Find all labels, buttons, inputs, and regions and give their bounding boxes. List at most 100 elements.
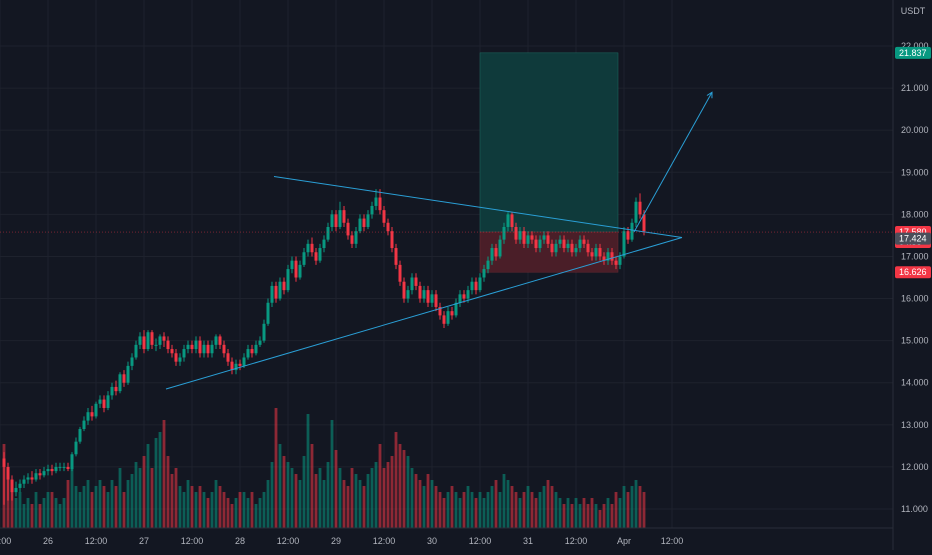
candle-body [54, 466, 58, 472]
candle-body [238, 363, 242, 366]
volume-bar [18, 492, 22, 528]
volume-bar [306, 414, 310, 528]
volume-bar [526, 486, 530, 528]
volume-bar [230, 504, 234, 528]
volume-bar [550, 486, 554, 528]
volume-bar [290, 468, 294, 528]
profit-zone [479, 52, 619, 233]
volume-bar [106, 492, 110, 528]
volume-bar [626, 492, 630, 528]
candle-body [38, 473, 42, 476]
candle-body [406, 290, 410, 299]
candle-body [230, 361, 234, 371]
volume-bar [178, 486, 182, 528]
volume-bar [350, 468, 354, 528]
candle-body [598, 248, 602, 257]
volume-bar [314, 474, 318, 528]
volume-bar [342, 480, 346, 528]
price-axis[interactable]: 22.000 21.000 20.000 19.000 18.000 17.000 16.0… [901, 41, 929, 514]
candle-body [594, 248, 598, 257]
time-tick-label: 12:00 [277, 536, 300, 546]
time-tick-label: Apr [617, 536, 631, 546]
time-tick-label: 12:00 [373, 536, 396, 546]
volume-bar [334, 450, 338, 528]
volume-bar [622, 486, 626, 528]
candle-body [538, 239, 542, 249]
volume-bar [226, 498, 230, 528]
candle-body [82, 420, 86, 430]
volume-bar [358, 480, 362, 528]
candle-body [574, 248, 578, 253]
time-tick-label: 28 [235, 536, 245, 546]
candle-body [610, 252, 614, 261]
drawings[interactable] [0, 91, 893, 390]
volume-bar [146, 444, 150, 528]
candle-body [186, 344, 190, 350]
volume-bar [186, 480, 190, 528]
candle-body [154, 344, 158, 346]
volume-bar [214, 480, 218, 528]
volume-bar [46, 492, 50, 528]
volume-bar [466, 486, 470, 528]
volume-bar [414, 474, 418, 528]
volume-bar [58, 504, 62, 528]
volume-bar [318, 468, 322, 528]
candle-body [318, 248, 322, 261]
volume-bar [138, 468, 142, 528]
candle-body [126, 365, 130, 383]
volume-bar [250, 492, 254, 528]
volume-bar [74, 486, 78, 528]
volume-bar [638, 486, 642, 528]
candle-body [202, 344, 206, 354]
volume-bar [354, 474, 358, 528]
candle-body [306, 243, 310, 253]
time-tick-label: 12:00 [661, 536, 684, 546]
candle-body [270, 285, 274, 303]
volume-bar [394, 432, 398, 528]
volume-bar [294, 474, 298, 528]
candle-body [214, 336, 218, 345]
candle-body [590, 252, 594, 257]
volume-bar [378, 444, 382, 528]
volume-bar [206, 498, 210, 528]
candle-body [278, 281, 282, 299]
volume-bar [474, 498, 478, 528]
volume-bar [42, 498, 46, 528]
candle-body [366, 214, 370, 227]
volume-bar [486, 492, 490, 528]
candle-body [618, 256, 622, 265]
price-tick-label: 15.000 [901, 336, 929, 346]
volume-bar [10, 492, 14, 528]
candle-body [122, 374, 126, 383]
candle-body [570, 243, 574, 253]
candle-body [446, 311, 450, 324]
candle-body [18, 483, 22, 488]
candle-body [194, 340, 198, 350]
candle-body [414, 277, 418, 286]
volume-bar [14, 498, 18, 528]
candle-body [506, 214, 510, 227]
volume-bar [130, 474, 134, 528]
candle-body [586, 243, 590, 253]
candle-body [362, 218, 366, 227]
time-axis[interactable]: 12:00 26 12:00 27 12:00 28 12:00 29 12:00 30 12:00… [0, 536, 683, 546]
volume-bar [598, 510, 602, 528]
volume-bar [102, 486, 106, 528]
candle-body [286, 269, 290, 291]
candle-body [106, 395, 110, 408]
candle-body [94, 403, 98, 417]
volume-bars [2, 408, 646, 528]
volume-bar [274, 408, 278, 528]
volume-bar [370, 468, 374, 528]
candle-body [534, 239, 538, 249]
volume-bar [86, 480, 90, 528]
volume-bar [174, 468, 178, 528]
volume-bar [234, 498, 238, 528]
candle-body [118, 374, 122, 392]
volume-bar [582, 498, 586, 528]
volume-bar [594, 504, 598, 528]
candle-body [470, 281, 474, 291]
volume-bar [246, 498, 250, 528]
